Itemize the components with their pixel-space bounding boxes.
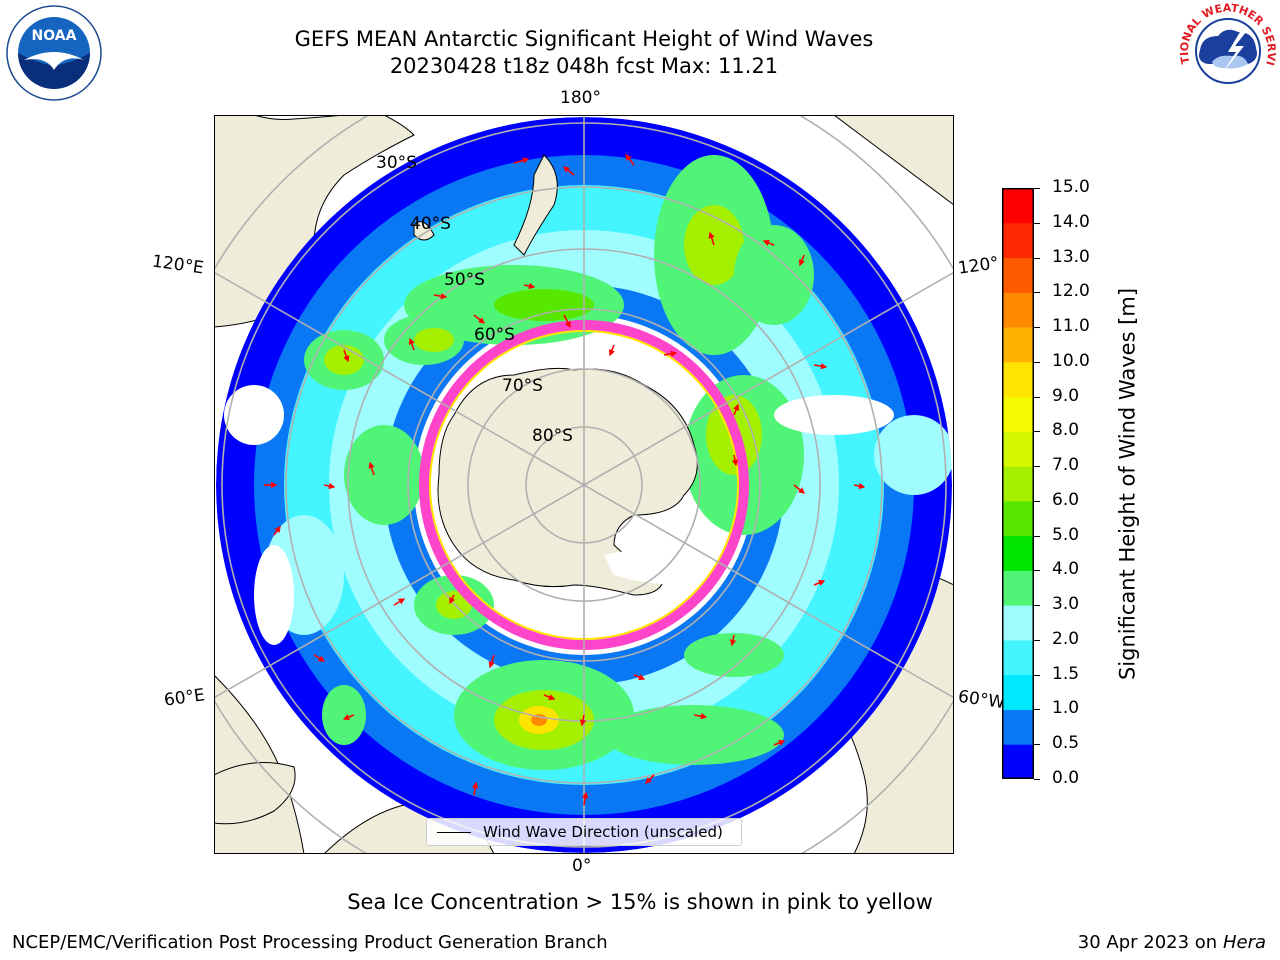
legend: Wind Wave Direction (unscaled): [426, 818, 742, 846]
colorbar-tick-mark: [1034, 396, 1040, 398]
colorbar-tick-label: 1.0: [1052, 698, 1080, 719]
colorbar-tick-label: 4.0: [1052, 559, 1080, 580]
lon-label-120w: 120°: [956, 253, 1001, 279]
colorbar-tick-label: 9.0: [1052, 385, 1080, 406]
legend-label: Wind Wave Direction (unscaled): [483, 823, 723, 841]
colorbar-tick-mark: [1034, 535, 1040, 537]
colorbar-tick-label: 6.0: [1052, 489, 1080, 510]
colorbar-tick-mark: [1034, 744, 1040, 746]
lon-label-0: 0°: [572, 856, 592, 876]
lon-label-60e: 60°E: [162, 685, 207, 711]
colorbar-swatch: [1002, 257, 1034, 293]
colorbar-tick-mark: [1034, 674, 1040, 676]
colorbar-tick-label: 12.0: [1052, 281, 1090, 302]
colorbar-label: Significant Height of Wind Waves [m]: [1115, 287, 1140, 681]
lat-label-50s: 50°S: [444, 270, 485, 290]
sea-ice-caption: Sea Ice Concentration > 15% is shown in …: [347, 890, 933, 914]
noaa-logo: NOAA: [6, 5, 102, 101]
lon-label-180: 180°: [560, 88, 601, 108]
colorbar-swatch: [1002, 570, 1034, 606]
colorbar-swatch: [1002, 431, 1034, 467]
colorbar-swatch: [1002, 605, 1034, 641]
footer-source: NCEP/EMC/Verification Post Processing Pr…: [12, 932, 608, 953]
colorbar-tick-label: 7.0: [1052, 455, 1080, 476]
colorbar-swatch: [1002, 327, 1034, 363]
colorbar-tick-mark: [1034, 257, 1040, 259]
colorbar-tick-mark: [1034, 466, 1040, 468]
colorbar-swatch: [1002, 639, 1034, 676]
colorbar-tick-label: 2.0: [1052, 628, 1080, 649]
footer-date: 30 Apr 2023 on Hera: [1077, 932, 1266, 953]
colorbar-tick-label: 0.0: [1052, 768, 1080, 788]
noaa-logo-text: NOAA: [32, 28, 77, 44]
colorbar-swatch: [1002, 396, 1034, 432]
colorbar-tick-mark: [1034, 361, 1040, 363]
colorbar-tick-label: 15.0: [1052, 177, 1090, 197]
chart-title: GEFS MEAN Antarctic Significant Height o…: [294, 27, 874, 51]
colorbar-tick-label: 8.0: [1052, 420, 1080, 441]
chart-subtitle: 20230428 t18z 048h fcst Max: 11.21: [389, 54, 779, 78]
colorbar-tick-mark: [1034, 779, 1040, 780]
polar-map: 30°S 40°S 50°S 60°S 70°S 80°S: [214, 115, 954, 854]
colorbar-tick-label: 11.0: [1052, 316, 1090, 337]
lat-label-30s: 30°S: [376, 153, 417, 173]
colorbar-swatch: [1002, 535, 1034, 571]
footer-system: Hera: [1222, 932, 1266, 953]
colorbar-tick-mark: [1034, 605, 1040, 607]
colorbar-tick-mark: [1034, 709, 1040, 711]
lat-label-80s: 80°S: [532, 426, 573, 446]
colorbar-swatch: [1002, 466, 1034, 502]
colorbar-tick-label: 1.5: [1052, 663, 1080, 684]
colorbar-tick-mark: [1034, 292, 1040, 294]
lon-label-60w: 60°W: [956, 686, 1007, 714]
colorbar-tick-label: 0.5: [1052, 733, 1080, 754]
lat-label-40s: 40°S: [410, 214, 451, 234]
colorbar-swatch: [1002, 674, 1034, 710]
nws-logo: NATIONAL WEATHER SERVICE: [1178, 2, 1278, 97]
colorbar-swatch: [1002, 500, 1034, 537]
legend-line-swatch: [437, 831, 471, 833]
colorbar-tick-label: 5.0: [1052, 524, 1080, 545]
colorbar-tick-mark: [1034, 570, 1040, 572]
wind-wave-direction-arrows: [264, 154, 866, 806]
lon-label-120e: 120°E: [150, 251, 205, 279]
colorbar-tick-mark: [1034, 431, 1040, 433]
colorbar-tick-mark: [1034, 500, 1040, 502]
colorbar-swatch: [1002, 222, 1034, 259]
colorbar: [1002, 188, 1034, 779]
colorbar-swatch: [1002, 709, 1034, 745]
colorbar-swatch: [1002, 744, 1034, 779]
colorbar-tick-label: 14.0: [1052, 211, 1090, 232]
colorbar-tick-label: 3.0: [1052, 594, 1080, 615]
graticule: [214, 115, 954, 854]
colorbar-swatch: [1002, 292, 1034, 328]
colorbar-tick-label: 13.0: [1052, 246, 1090, 267]
colorbar-tick-mark: [1034, 222, 1040, 224]
colorbar-tick-mark: [1034, 188, 1040, 189]
colorbar-swatch: [1002, 188, 1034, 224]
colorbar-tick-label: 10.0: [1052, 350, 1090, 371]
latitude-labels: 30°S 40°S 50°S 60°S 70°S 80°S: [376, 153, 573, 446]
colorbar-swatch: [1002, 361, 1034, 398]
lat-label-70s: 70°S: [502, 376, 543, 396]
colorbar-tick-mark: [1034, 639, 1040, 641]
lat-label-60s: 60°S: [474, 325, 515, 345]
colorbar-tick-mark: [1034, 327, 1040, 329]
